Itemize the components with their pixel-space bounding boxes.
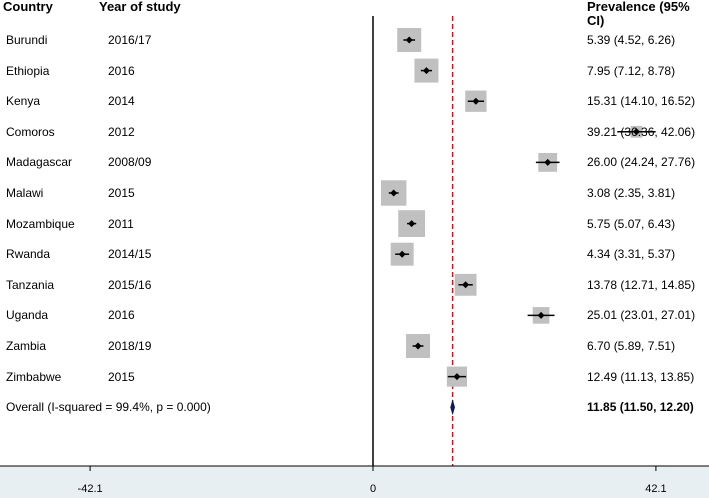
ci-label: 15.31 (14.10, 16.52)	[587, 94, 696, 109]
year-label: 2015/16	[108, 277, 152, 292]
point-estimate	[398, 250, 406, 258]
country-label: Ethiopia	[6, 63, 50, 78]
point-estimate	[632, 128, 640, 136]
point-estimate	[405, 36, 413, 44]
country-label: Uganda	[6, 308, 49, 323]
header-prevalence: Prevalence (95% CI)	[587, 0, 690, 28]
overall-ci-label: 11.85 (11.50, 12.20)	[587, 400, 694, 415]
country-label: Malawi	[6, 186, 44, 200]
country-label: Kenya	[6, 94, 41, 109]
country-label: Madagascar	[6, 155, 73, 170]
country-label: Tanzania	[6, 277, 55, 292]
x-axis-band	[0, 466, 709, 498]
year-label: 2014	[108, 94, 135, 109]
header-country: Country	[3, 0, 53, 14]
year-label: 2015	[108, 186, 135, 200]
country-label: Mozambique	[6, 216, 75, 231]
year-label: 2016	[108, 308, 135, 323]
ci-label: 4.34 (3.31, 5.37)	[587, 247, 676, 262]
point-estimate	[422, 67, 430, 75]
ci-label: 6.70 (5.89, 7.51)	[587, 339, 676, 353]
header-year: Year of study	[99, 0, 181, 14]
year-label: 2008/09	[108, 155, 152, 170]
country-label: Burundi	[6, 33, 48, 47]
point-estimate	[537, 311, 545, 319]
year-label: 2012	[108, 124, 135, 139]
overall-label: Overall (I-squared = 99.4%, p = 0.000)	[6, 400, 211, 415]
point-estimate	[390, 189, 398, 197]
point-estimate	[472, 97, 480, 105]
country-label: Zambia	[6, 339, 47, 353]
ci-label: 25.01 (23.01, 27.01)	[587, 308, 696, 323]
ci-label: 13.78 (12.71, 14.85)	[587, 277, 696, 292]
ci-label: 5.75 (5.07, 6.43)	[587, 216, 676, 231]
point-estimate	[453, 373, 461, 381]
year-label: 2011	[108, 216, 134, 231]
country-label: Comoros	[6, 124, 55, 139]
x-tick-label: 42.1	[645, 483, 667, 495]
x-tick-label: -42.1	[77, 483, 103, 495]
ci-label: 12.49 (11.13, 13.85)	[587, 369, 695, 384]
overall-diamond	[450, 399, 455, 416]
ci-label: 3.08 (2.35, 3.81)	[587, 186, 676, 200]
country-label: Rwanda	[6, 247, 51, 262]
ci-label: 5.39 (4.52, 6.26)	[587, 33, 676, 47]
ci-label: 7.95 (7.12, 8.78)	[587, 63, 676, 78]
ci-label: 39.21 (36.36, 42.06)	[587, 124, 696, 139]
year-label: 2015	[108, 369, 135, 384]
ci-label: 26.00 (24.24, 27.76)	[587, 155, 696, 170]
year-label: 2018/19	[108, 339, 152, 353]
x-tick-label: 0	[369, 483, 377, 495]
point-estimate	[544, 158, 552, 166]
year-label: 2016	[108, 63, 135, 78]
point-estimate	[462, 281, 470, 289]
year-label: 2016/17	[108, 33, 152, 47]
year-label: 2014/15	[108, 247, 152, 262]
point-estimate	[408, 220, 416, 228]
point-estimate	[414, 342, 422, 350]
country-label: Zimbabwe	[6, 369, 62, 384]
